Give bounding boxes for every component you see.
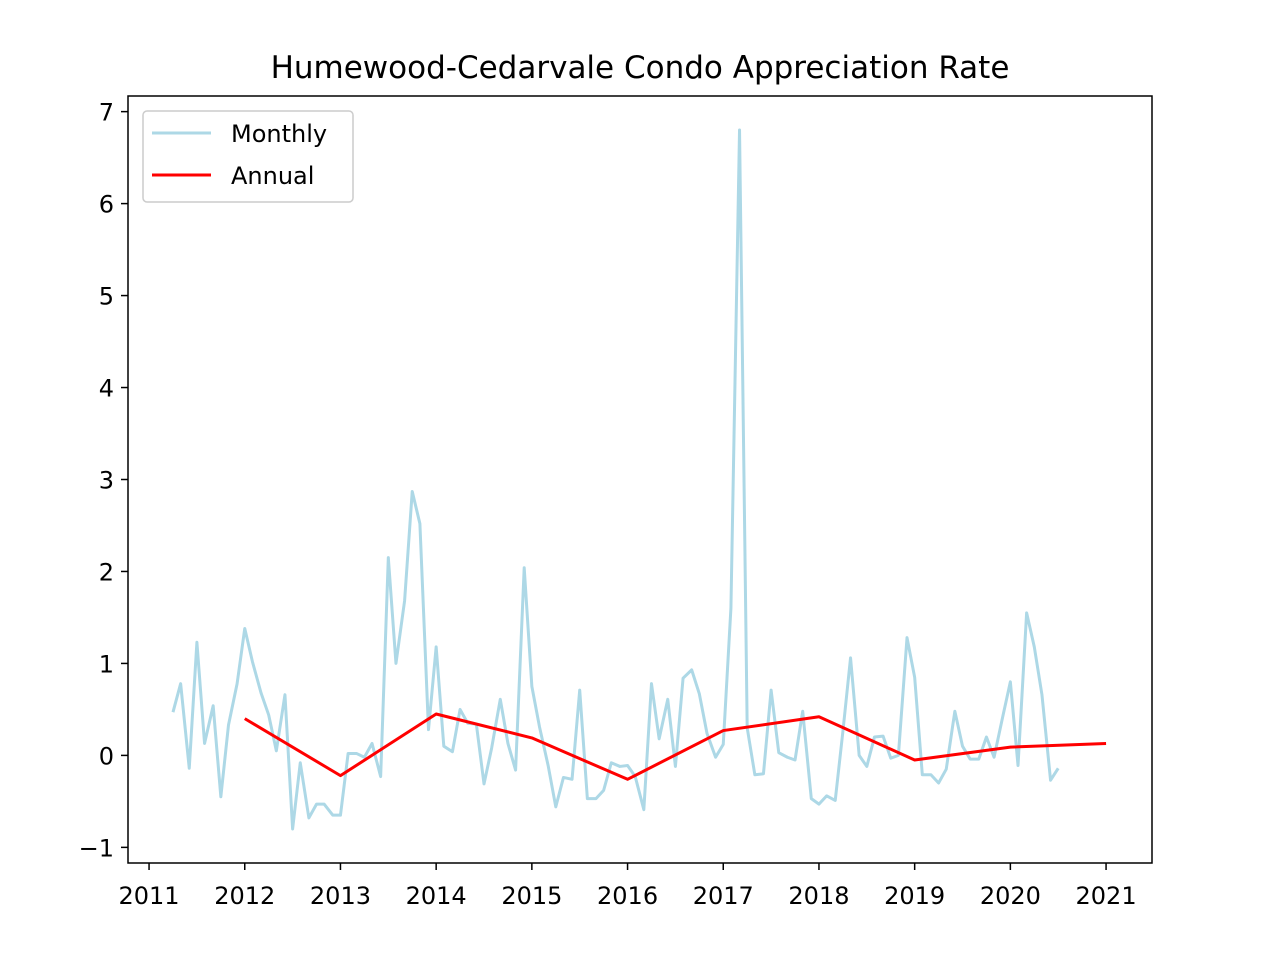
y-axis: −1 0 1 2 3 4 5 6 7 — [79, 99, 128, 862]
x-tick-label-2012: 2012 — [214, 882, 275, 910]
x-tick-label-2017: 2017 — [693, 882, 754, 910]
x-axis: 2011 2012 2013 2014 2015 2016 2017 2018 2019 2020… — [119, 863, 1137, 910]
legend-label-monthly: Monthly — [231, 120, 327, 148]
y-tick-label-0: 0 — [99, 742, 114, 770]
series-layer — [171, 128, 1107, 831]
y-tick-label-3: 3 — [99, 467, 114, 495]
series-line-annual — [243, 712, 1107, 781]
legend: Monthly Annual — [142, 110, 354, 203]
x-tick-label-2011: 2011 — [119, 882, 180, 910]
y-tick-label-2: 2 — [99, 558, 114, 586]
series-line-monthly — [171, 128, 1060, 831]
x-tick-label-2015: 2015 — [501, 882, 562, 910]
x-tick-label-2021: 2021 — [1076, 882, 1137, 910]
x-tick-label-2014: 2014 — [406, 882, 467, 910]
x-tick-label-2013: 2013 — [310, 882, 371, 910]
y-tick-label-5: 5 — [99, 283, 114, 311]
y-tick-label-4: 4 — [99, 375, 114, 403]
y-tick-label--1: −1 — [79, 834, 114, 862]
x-tick-label-2016: 2016 — [597, 882, 658, 910]
y-tick-label-7: 7 — [99, 99, 114, 127]
y-tick-label-1: 1 — [99, 650, 114, 678]
x-tick-label-2019: 2019 — [884, 882, 945, 910]
legend-label-annual: Annual — [231, 162, 314, 190]
x-tick-label-2018: 2018 — [788, 882, 849, 910]
y-tick-label-6: 6 — [99, 191, 114, 219]
x-tick-label-2020: 2020 — [980, 882, 1041, 910]
chart-title: Humewood-Cedarvale Condo Appreciation Ra… — [271, 50, 1010, 86]
